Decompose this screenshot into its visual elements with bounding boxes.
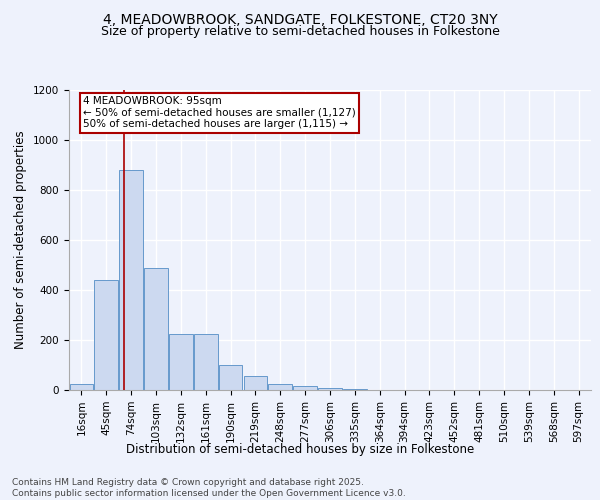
Bar <box>268 384 292 390</box>
Text: Distribution of semi-detached houses by size in Folkestone: Distribution of semi-detached houses by … <box>126 442 474 456</box>
Bar <box>219 365 242 390</box>
Y-axis label: Number of semi-detached properties: Number of semi-detached properties <box>14 130 28 350</box>
Bar <box>244 376 267 390</box>
Bar <box>343 389 367 390</box>
Text: 4 MEADOWBROOK: 95sqm
← 50% of semi-detached houses are smaller (1,127)
50% of se: 4 MEADOWBROOK: 95sqm ← 50% of semi-detac… <box>83 96 355 130</box>
Bar <box>94 280 118 390</box>
Bar <box>144 268 168 390</box>
Bar <box>194 334 218 390</box>
Bar <box>70 384 93 390</box>
Text: Size of property relative to semi-detached houses in Folkestone: Size of property relative to semi-detach… <box>101 25 499 38</box>
Text: 4, MEADOWBROOK, SANDGATE, FOLKESTONE, CT20 3NY: 4, MEADOWBROOK, SANDGATE, FOLKESTONE, CT… <box>103 12 497 26</box>
Bar <box>293 386 317 390</box>
Bar <box>119 170 143 390</box>
Bar <box>169 334 193 390</box>
Text: Contains HM Land Registry data © Crown copyright and database right 2025.
Contai: Contains HM Land Registry data © Crown c… <box>12 478 406 498</box>
Bar <box>318 388 342 390</box>
